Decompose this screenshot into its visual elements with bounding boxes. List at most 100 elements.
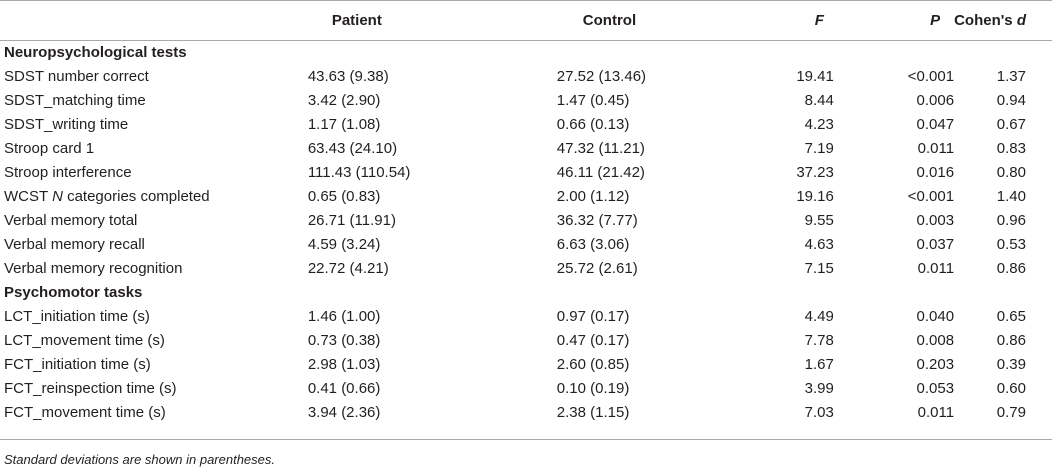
p-value: 0.037 xyxy=(916,235,955,253)
measure-label: Stroop card 1 xyxy=(0,136,232,160)
header-rule xyxy=(0,40,1052,41)
table-row: Verbal memory total 26.71 (11.91) 36.32 (7… xyxy=(0,208,1052,232)
patient-value: 0.41 (0.66) xyxy=(307,379,381,397)
measure-label: SDST number correct xyxy=(0,64,232,88)
patient-value: 1.46 (1.00) xyxy=(307,307,381,325)
f-value: 3.99 xyxy=(804,379,834,397)
table-body: Neuropsychological tests SDST number corr… xyxy=(0,40,1052,424)
f-value: 7.03 xyxy=(804,403,834,421)
measure-label-part: categories completed xyxy=(62,187,210,205)
table-row: WCST N categories completed 0.65 (0.83) 2.… xyxy=(0,184,1052,208)
measure-label-part: SDST_matching time xyxy=(4,91,146,109)
control-value: 46.11 (21.42) xyxy=(556,163,645,181)
control-value: 0.10 (0.19) xyxy=(556,379,630,397)
p-value: 0.006 xyxy=(916,91,955,109)
patient-value: 26.71 (11.91) xyxy=(307,211,396,229)
measure-label-part: SDST number correct xyxy=(4,67,149,85)
header-measure xyxy=(0,0,232,40)
control-value: 25.72 (2.61) xyxy=(556,259,638,277)
table-row: SDST number correct 43.63 (9.38) 27.52 (13… xyxy=(0,64,1052,88)
table-row: SDST_writing time 1.17 (1.08) 0.66 (0.13) 4… xyxy=(0,112,1052,136)
measure-label-part: LCT_initiation time (s) xyxy=(4,307,150,325)
patient-value: 0.73 (0.38) xyxy=(307,331,381,349)
table-footnote: Standard deviations are shown in parenth… xyxy=(4,452,276,467)
measure-label: Verbal memory recognition xyxy=(0,256,232,280)
measure-label: LCT_movement time (s) xyxy=(0,328,232,352)
cohens-d-value: 0.79 xyxy=(996,403,1026,421)
p-value: 0.003 xyxy=(916,211,955,229)
p-value: 0.011 xyxy=(917,259,955,277)
f-value: 4.49 xyxy=(804,307,834,325)
control-value: 0.47 (0.17) xyxy=(556,331,630,349)
p-value: 0.011 xyxy=(917,403,955,421)
cohens-d-value: 0.94 xyxy=(996,91,1026,109)
f-value: 4.63 xyxy=(804,235,834,253)
control-value: 2.38 (1.15) xyxy=(556,403,630,421)
patient-value: 3.42 (2.90) xyxy=(307,91,381,109)
measure-label: Stroop interference xyxy=(0,160,232,184)
cohens-d-value: 0.67 xyxy=(996,115,1026,133)
measure-label: FCT_movement time (s) xyxy=(0,400,232,424)
header-p: P xyxy=(930,11,941,29)
measure-label-part: WCST xyxy=(4,187,53,205)
header-patient: Patient xyxy=(331,11,382,29)
control-value: 2.60 (0.85) xyxy=(556,355,630,373)
table-row: Stroop interference 111.43 (110.54) 46.11 … xyxy=(0,160,1052,184)
f-value: 7.78 xyxy=(804,331,834,349)
p-value: <0.001 xyxy=(907,67,955,85)
cohens-d-value: 0.39 xyxy=(996,355,1026,373)
header-control: Control xyxy=(582,11,637,29)
cohens-d-value: 0.65 xyxy=(996,307,1026,325)
p-value: 0.016 xyxy=(916,163,955,181)
control-value: 0.66 (0.13) xyxy=(556,115,630,133)
measure-label-part: FCT_movement time (s) xyxy=(4,403,166,421)
header-row: Patient Control F P Cohen's d xyxy=(0,0,1052,40)
measure-label: SDST_writing time xyxy=(0,112,232,136)
control-value: 47.32 (11.21) xyxy=(556,139,645,157)
section-row: Neuropsychological tests xyxy=(0,40,1052,64)
control-value: 0.97 (0.17) xyxy=(556,307,630,325)
section-title: Neuropsychological tests xyxy=(4,43,187,61)
p-value: <0.001 xyxy=(907,187,955,205)
p-value: 0.203 xyxy=(916,355,955,373)
bottom-rule xyxy=(0,439,1052,440)
patient-value: 0.65 (0.83) xyxy=(307,187,381,205)
measure-label-part: Stroop card 1 xyxy=(4,139,95,157)
patient-value: 63.43 (24.10) xyxy=(307,139,398,157)
patient-value: 2.98 (1.03) xyxy=(307,355,381,373)
table-row: LCT_initiation time (s) 1.46 (1.00) 0.97 (… xyxy=(0,304,1052,328)
p-value: 0.040 xyxy=(916,307,955,325)
measure-label-part: LCT_movement time (s) xyxy=(4,331,165,349)
table-row: FCT_initiation time (s) 2.98 (1.03) 2.60 (… xyxy=(0,352,1052,376)
f-value: 19.16 xyxy=(796,187,834,205)
cohens-d-value: 0.53 xyxy=(996,235,1026,253)
top-rule xyxy=(0,0,1052,1)
p-value: 0.053 xyxy=(916,379,955,397)
control-value: 2.00 (1.12) xyxy=(556,187,630,205)
measure-label: Verbal memory recall xyxy=(0,232,232,256)
control-value: 36.32 (7.77) xyxy=(556,211,638,229)
f-value: 7.19 xyxy=(804,139,834,157)
control-value: 1.47 (0.45) xyxy=(556,91,630,109)
measure-label-part: Verbal memory total xyxy=(4,211,138,229)
table-row: Verbal memory recognition 22.72 (4.21) 25.… xyxy=(0,256,1052,280)
f-value: 8.44 xyxy=(804,91,834,109)
header-cohens-prefix: Cohen's xyxy=(954,11,1017,29)
measure-label-part: Verbal memory recognition xyxy=(4,259,183,277)
table-row: FCT_movement time (s) 3.94 (2.36) 2.38 (1.… xyxy=(0,400,1052,424)
cohens-d-value: 0.83 xyxy=(996,139,1026,157)
control-value: 6.63 (3.06) xyxy=(556,235,630,253)
measure-label-part: SDST_writing time xyxy=(4,115,129,133)
patient-value: 4.59 (3.24) xyxy=(307,235,381,253)
cohens-d-value: 0.86 xyxy=(996,331,1026,349)
results-table: Patient Control F P Cohen's d Neuropsych… xyxy=(0,0,1052,424)
cohens-d-value: 1.37 xyxy=(996,67,1026,85)
cohens-d-value: 0.80 xyxy=(996,163,1026,181)
measure-label: FCT_reinspection time (s) xyxy=(0,376,232,400)
patient-value: 3.94 (2.36) xyxy=(307,403,381,421)
p-value: 0.008 xyxy=(916,331,955,349)
measure-label-part: N xyxy=(52,187,63,205)
f-value: 7.15 xyxy=(804,259,834,277)
p-value: 0.047 xyxy=(916,115,955,133)
patient-value: 22.72 (4.21) xyxy=(307,259,389,277)
